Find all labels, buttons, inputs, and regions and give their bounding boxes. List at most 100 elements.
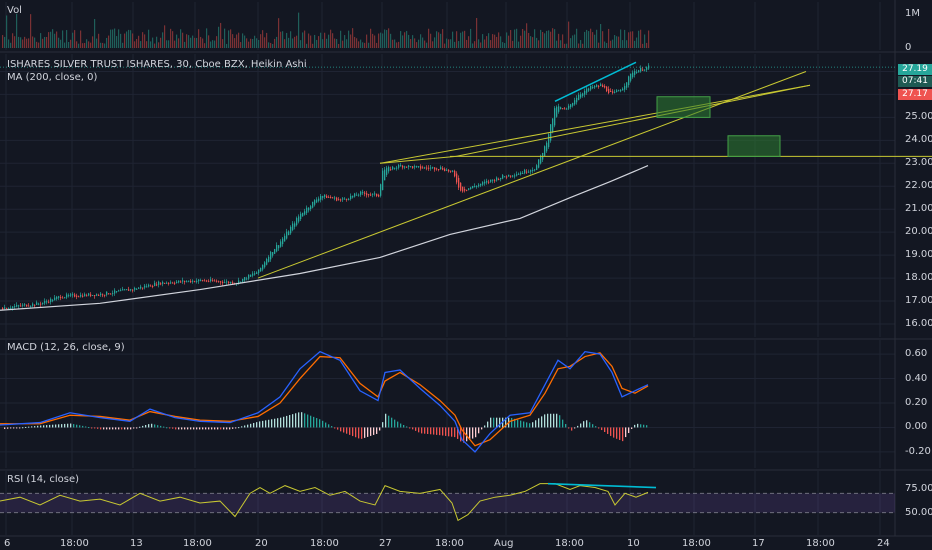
macd-histogram-bar [592,424,594,428]
volume-bar [212,40,214,48]
volume-bar [164,25,166,48]
candle-body [536,165,538,170]
candle-body [248,274,250,279]
volume-bar [232,34,234,48]
macd-histogram-bar [553,413,555,428]
candle-body [224,282,226,284]
volume-bar [594,34,596,48]
rsi-title[interactable]: RSI (14, close) [7,474,80,485]
macd-histogram-bar [37,425,39,428]
time-axis-tick-11: 18:00 [682,538,711,549]
macd-histogram-bar [382,422,384,428]
candle-body [4,307,6,309]
candle-body [434,167,436,170]
candle-body [78,296,80,298]
macd-histogram-bar [433,427,435,435]
candle-body [486,180,488,183]
macd-histogram-bar [187,427,189,430]
candle-body [302,212,304,217]
volume-bar [144,34,146,48]
volume-bar [108,35,110,48]
candle-body [454,170,456,177]
macd-histogram-bar [298,412,300,428]
candle-body [52,300,54,302]
macd-title[interactable]: MACD (12, 26, close, 9) [7,342,125,353]
macd-histogram-bar [358,427,360,439]
macd-histogram-bar [7,427,9,429]
candle-body [470,187,472,190]
macd-histogram-bar [226,427,228,430]
ma-title[interactable]: MA (200, close, 0) [7,72,98,83]
volume-bar [124,33,126,48]
volume-bar [148,29,150,48]
candle-body [268,256,270,262]
volume-bar [224,28,226,48]
candle-body [58,296,60,298]
volume-bar [286,32,288,48]
candle-body [274,249,276,254]
candle-body [144,285,146,288]
candle-body [458,178,460,188]
volume-bar [522,28,524,48]
macd-histogram-bar [331,426,333,428]
candle-body [36,302,38,306]
volume-bar [574,34,576,48]
volume-bar [360,39,362,48]
candle-body [168,282,170,284]
volume-bar [586,29,588,48]
volume-axis-0: 0 [905,42,912,53]
macd-histogram-bar [166,427,168,429]
volume-bar [84,42,86,48]
candle-body [626,82,628,88]
candle-body [516,174,518,176]
volume-bar [386,30,388,48]
volume-bar [110,29,112,48]
candle-body [466,189,468,191]
candle-body [554,108,556,126]
macd-histogram-bar [418,427,420,433]
candle-body [242,278,244,282]
candle-body [120,290,122,292]
volume-axis-1m: 1M [905,8,920,19]
macd-histogram-bar [55,424,57,428]
volume-bar [554,29,556,48]
volume-bar [120,33,122,48]
candle-body [180,281,182,283]
volume-bar [242,33,244,48]
candle-body [50,298,52,303]
candle-body [116,291,118,293]
candle-body [320,195,322,200]
candle-body [488,181,490,183]
volume-bar [610,40,612,48]
volume-bar [16,13,18,48]
macd-histogram-bar [292,414,294,428]
macd-histogram-bar [130,427,132,430]
candle-body [230,282,232,284]
candle-body [636,71,638,74]
volume-bar [438,32,440,48]
candle-body [324,194,326,197]
volume-bar [62,30,64,48]
volume-bar [40,33,42,48]
volume-bar [238,32,240,48]
candle-body [382,170,384,191]
volume-bar [80,30,82,48]
volume-bar [584,31,586,48]
volume-bar [532,37,534,48]
candle-body [598,85,600,87]
volume-bar [60,39,62,48]
macd-histogram-bar [142,425,144,428]
candle-body [92,295,94,297]
macd-histogram-bar [349,427,351,435]
macd-histogram-bar [475,427,477,438]
volume-bar [270,42,272,48]
symbol-title[interactable]: ISHARES SILVER TRUST ISHARES, 30, Cboe B… [7,59,307,70]
candle-body [474,186,476,188]
volume-bar [194,37,196,48]
candle-body [610,90,612,92]
candle-body [76,295,78,297]
candle-body [170,282,172,284]
candle-body [520,172,522,175]
candle-body [558,106,560,112]
